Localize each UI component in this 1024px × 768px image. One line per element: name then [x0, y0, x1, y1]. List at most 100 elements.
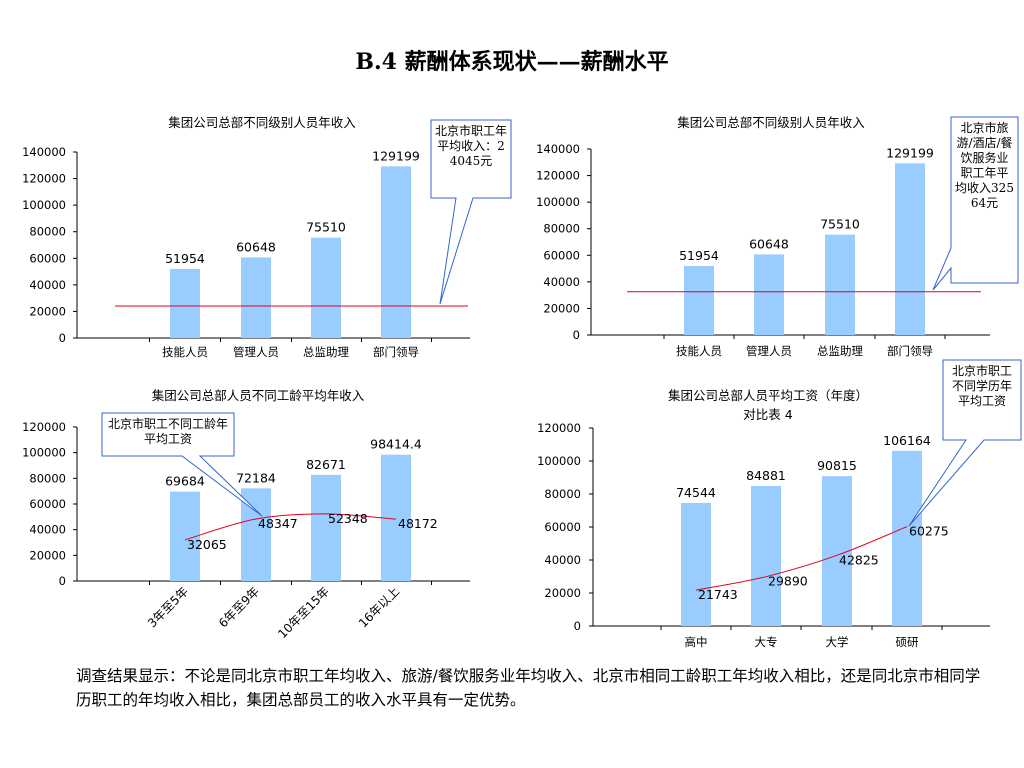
bar-value-label: 82671: [306, 457, 346, 472]
chart-1: 集团公司总部不同级别人员年收入 0 20000 40000 60000 80000 1000…: [22, 115, 512, 359]
bar: [751, 485, 781, 626]
bar: [895, 163, 925, 335]
bar: [892, 450, 922, 626]
callout-box: [908, 359, 1022, 527]
y-tick-label: 60000: [544, 520, 581, 534]
line-value-label: 48347: [258, 516, 298, 531]
callout-box: [932, 116, 1019, 291]
chart-4: 集团公司总部人员平均工资（年度） 对比表 4 0 20000 40000 60000 800…: [537, 359, 1022, 649]
y-tick-label: 0: [59, 331, 66, 345]
y-tick-label: 20000: [544, 586, 581, 600]
y-tick-label: 40000: [29, 523, 66, 537]
bar-value-label: 75510: [820, 217, 860, 232]
bar: [311, 237, 341, 338]
y-tick-label: 60000: [29, 251, 66, 265]
callout-box: [430, 119, 512, 305]
line-value-label: 32065: [187, 537, 227, 552]
x-category-label: 部门领导: [887, 344, 933, 358]
bar: [170, 268, 200, 338]
x-category-label: 总监助理: [817, 344, 863, 358]
line-value-label: 21743: [698, 587, 738, 602]
y-tick-label: 40000: [543, 275, 580, 289]
y-tick-label: 80000: [29, 471, 66, 485]
y-tick-label: 20000: [29, 304, 66, 318]
bar-value-label: 60648: [749, 236, 789, 251]
x-category-label: 大专: [755, 635, 778, 649]
x-category-label: 管理人员: [233, 345, 279, 359]
x-category-label: 3年至5年: [145, 584, 191, 630]
summary-text: 调查结果显示：不论是同北京市职工年均收入、旅游/餐饮服务业年均收入、北京市相同工…: [76, 667, 981, 709]
chart-title: 集团公司总部不同级别人员年收入: [677, 115, 865, 130]
x-category-label: 6年至9年: [216, 584, 262, 630]
bar-value-label: 51954: [165, 251, 205, 266]
chart-title: 集团公司总部不同级别人员年收入: [168, 115, 356, 130]
y-tick-label: 120000: [537, 421, 581, 435]
callout-text: 北京市职工年平均收入：24045元: [435, 124, 508, 168]
bar-value-label: 129199: [886, 145, 934, 160]
bar-value-label: 72184: [236, 470, 276, 485]
y-tick-label: 120000: [22, 420, 66, 434]
chart-2: 集团公司总部不同级别人员年收入 0 20000 40000 60000 80000 1000…: [536, 115, 1019, 358]
bar-value-label: 98414.4: [370, 437, 422, 452]
x-category-label: 10年至15年: [275, 584, 332, 641]
comparison-line: [695, 526, 908, 591]
y-tick-label: 120000: [536, 169, 580, 183]
line-value-label: 48172: [398, 516, 438, 531]
x-category-label: 总监助理: [303, 345, 349, 359]
bar-value-label: 129199: [372, 148, 420, 163]
y-tick-label: 0: [59, 574, 66, 588]
bar-value-label: 84881: [746, 468, 786, 483]
chart-subtitle: 对比表 4: [743, 407, 792, 422]
line-value-label: 60275: [909, 524, 949, 539]
bar: [311, 474, 341, 581]
y-tick-label: 0: [573, 328, 580, 342]
line-value-label: 52348: [328, 511, 368, 526]
line-value-label: 29890: [768, 574, 808, 589]
callout-text: 北京市旅游/酒店/餐饮服务业职工年平均收入32564元: [955, 121, 1014, 210]
x-category-label: 硕研: [896, 635, 919, 649]
y-tick-label: 0: [574, 619, 581, 633]
bar-value-label: 74544: [676, 485, 716, 500]
callout-box: [101, 412, 263, 517]
bar: [684, 265, 714, 335]
callout-text: 北京市职工不同工龄年平均工资: [107, 417, 228, 446]
y-tick-label: 140000: [536, 142, 580, 156]
bar: [241, 257, 271, 338]
y-tick-label: 60000: [29, 497, 66, 511]
y-tick-label: 100000: [22, 198, 66, 212]
bar: [381, 166, 411, 338]
x-category-label: 部门领导: [373, 345, 419, 359]
bar-value-label: 69684: [165, 474, 205, 489]
bar: [754, 254, 784, 335]
y-tick-label: 80000: [544, 487, 581, 501]
x-category-label: 技能人员: [162, 345, 208, 359]
bar: [825, 234, 855, 335]
chart-title: 集团公司总部人员平均工资（年度）: [668, 388, 868, 403]
bar: [681, 503, 711, 626]
y-tick-label: 100000: [536, 195, 580, 209]
comparison-line: [184, 513, 397, 541]
x-category-label: 技能人员: [676, 344, 722, 358]
y-tick-label: 140000: [22, 145, 66, 159]
page-title: B.4 薪酬体系现状——薪酬水平: [355, 49, 669, 75]
line-value-label: 42825: [839, 552, 879, 567]
bar-value-label: 60648: [236, 239, 276, 254]
y-tick-label: 100000: [22, 446, 66, 460]
x-category-label: 高中: [685, 635, 708, 649]
x-category-label: 16年以上: [356, 584, 402, 630]
bar-value-label: 106164: [883, 433, 931, 448]
x-category-label: 管理人员: [746, 344, 792, 358]
y-tick-label: 20000: [29, 548, 66, 562]
y-tick-label: 20000: [543, 301, 580, 315]
chart-title: 集团公司总部人员不同工龄平均年收入: [152, 388, 365, 403]
y-tick-label: 80000: [29, 225, 66, 239]
bar-value-label: 90815: [817, 458, 857, 473]
bar-value-label: 51954: [679, 248, 719, 263]
y-tick-label: 120000: [22, 172, 66, 186]
y-tick-label: 40000: [544, 553, 581, 567]
callout-text: 北京市职工不同学历年平均工资: [951, 364, 1012, 408]
y-tick-label: 80000: [543, 222, 580, 236]
y-tick-label: 40000: [29, 278, 66, 292]
y-tick-label: 100000: [537, 454, 581, 468]
x-category-label: 大学: [826, 635, 849, 649]
